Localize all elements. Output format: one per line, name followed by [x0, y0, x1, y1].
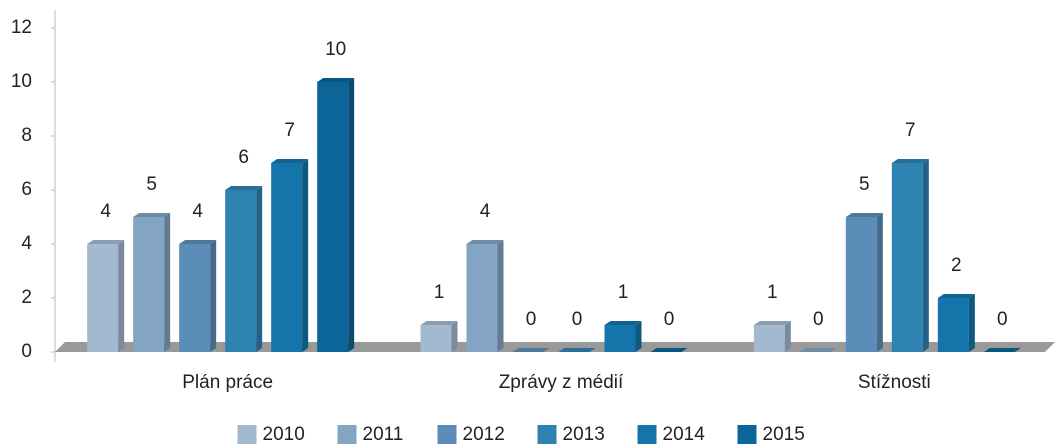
y-tick-label: 2 [21, 287, 32, 308]
value-label: 4 [192, 201, 203, 222]
value-label: 4 [100, 201, 111, 222]
value-label: 2 [951, 255, 962, 276]
y-tick-label: 4 [21, 233, 32, 254]
legend-label: 2010 [263, 424, 305, 445]
y-tick-label: 10 [11, 71, 32, 92]
value-label: 7 [905, 120, 916, 141]
bar [558, 348, 596, 352]
value-label: 0 [997, 309, 1008, 330]
legend-label: 2014 [663, 424, 706, 445]
x-tick-label: Plán práce [182, 372, 273, 393]
legend-label: 2013 [563, 424, 605, 445]
value-label: 1 [434, 282, 445, 303]
legend-swatch [637, 425, 657, 444]
bar [891, 159, 929, 352]
value-label: 1 [618, 282, 629, 303]
bar [604, 321, 642, 352]
value-label: 0 [664, 309, 675, 330]
y-tick-label: 6 [21, 179, 32, 200]
value-label: 5 [859, 174, 870, 195]
value-label: 0 [526, 309, 537, 330]
bar [937, 294, 975, 352]
legend-swatch [237, 425, 257, 444]
bar [317, 78, 355, 352]
legend-label: 2012 [463, 424, 505, 445]
legend-swatch [737, 425, 757, 444]
x-tick-label: Zprávy z médií [499, 372, 624, 393]
legend-label: 2015 [763, 424, 805, 445]
bar [845, 213, 883, 352]
bar [650, 348, 688, 352]
bar [179, 240, 217, 352]
bar [420, 321, 458, 352]
value-label: 7 [284, 120, 295, 141]
value-label: 0 [572, 309, 583, 330]
bar [753, 321, 791, 352]
bar [271, 159, 309, 352]
legend-label: 2011 [363, 424, 404, 445]
value-label: 1 [767, 282, 778, 303]
bar [133, 213, 171, 352]
value-label: 5 [146, 174, 157, 195]
value-label: 4 [480, 201, 491, 222]
bar [799, 348, 837, 352]
bar [466, 240, 504, 352]
x-tick-label: Stížnosti [858, 372, 931, 393]
bar [512, 348, 550, 352]
y-tick-label: 0 [21, 341, 32, 362]
value-label: 0 [813, 309, 824, 330]
bar [225, 186, 263, 352]
legend-swatch [437, 425, 457, 444]
bar [87, 240, 125, 352]
value-label: 6 [238, 147, 249, 168]
legend-swatch [337, 425, 357, 444]
y-tick-label: 12 [11, 17, 32, 38]
bar [983, 348, 1021, 352]
y-tick-label: 8 [21, 125, 32, 146]
value-label: 10 [325, 39, 346, 60]
legend-swatch [537, 425, 557, 444]
